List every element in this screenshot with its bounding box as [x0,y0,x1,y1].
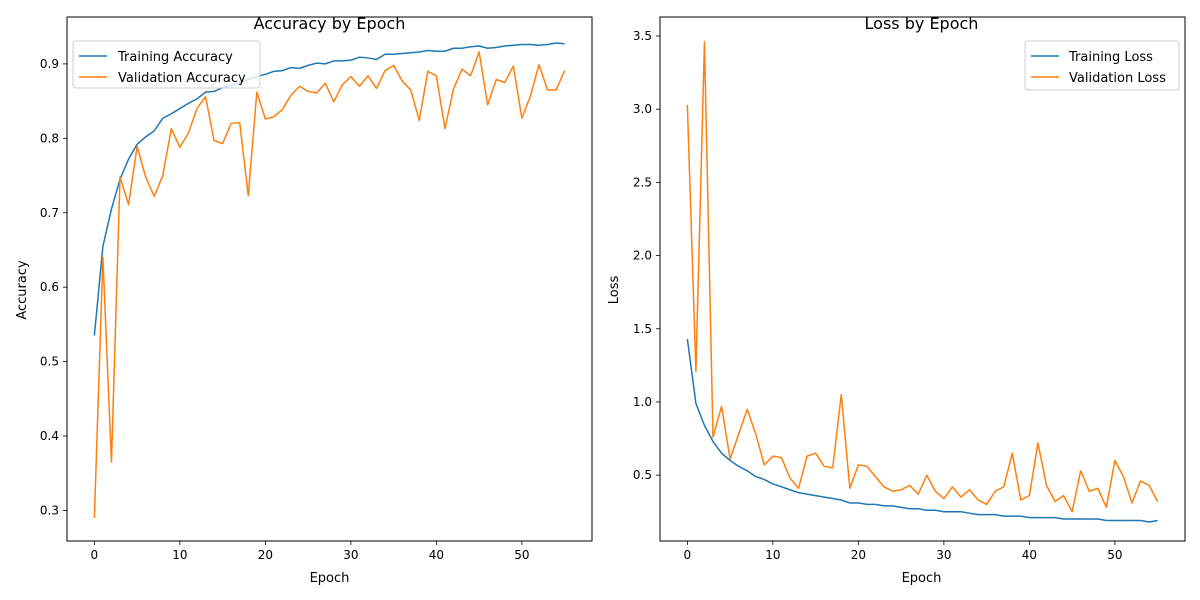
chart-title: Loss by Epoch [865,14,979,33]
x-tick-label: 0 [91,548,99,562]
x-tick-label: 10 [172,548,187,562]
y-tick-label: 0.5 [633,468,652,482]
series-line-training-accuracy [93,42,565,336]
series-line-validation-loss [686,41,1159,513]
y-tick-label: 1.5 [633,322,652,336]
y-tick-label: 1.0 [633,395,652,409]
y-axis-label: Accuracy [15,260,30,320]
y-tick-label: 2.0 [633,249,652,263]
x-axis-label: Epoch [310,571,350,586]
legend-label-training-loss: Training Loss [1068,50,1153,65]
x-tick-label: 20 [258,548,273,562]
y-tick-label: 0.5 [40,355,59,369]
legend-label-validation-accuracy: Validation Accuracy [118,71,246,86]
x-tick-label: 50 [1107,548,1122,562]
y-axis-label: Loss [607,276,622,305]
series-layer [686,41,1159,523]
y-tick-label: 0.3 [40,503,59,517]
legend: Training Loss Validation Loss [1024,40,1180,91]
x-tick-label: 30 [343,548,358,562]
legend: Training Accuracy Validation Accuracy [72,40,261,89]
plot-frame [659,16,1186,542]
series-line-validation-accuracy [93,51,566,518]
x-tick-label: 0 [684,548,692,562]
y-tick-label: 0.6 [40,280,59,294]
x-tick-label: 20 [851,548,866,562]
legend-box [72,40,261,89]
x-axis-label: Epoch [902,571,942,586]
y-tick-label: 3.0 [633,102,652,116]
y-tick-label: 2.5 [633,175,652,189]
x-tick-label: 10 [765,548,780,562]
y-tick-label: 0.4 [40,429,59,443]
x-tick-label: 40 [429,548,444,562]
chart-title: Accuracy by Epoch [254,14,406,33]
x-tick-label: 40 [1022,548,1037,562]
y-tick-label: 0.8 [40,131,59,145]
y-tick-label: 0.9 [40,57,59,71]
x-tick-label: 30 [936,548,951,562]
y-tick-label: 0.7 [40,206,59,220]
plot-frame [66,16,593,542]
series-line-training-loss [686,338,1158,523]
tick-layer: 0 10 20 30 40 50 0.5 1.0 1.5 2.0 2.5 3.0 3.5 [633,29,1123,562]
accuracy-chart: Accuracy by Epoch Epoch Accuracy 0 10 20 30… [15,14,593,586]
x-tick-label: 50 [514,548,529,562]
loss-chart: Loss by Epoch Epoch Loss 0 10 20 30 40 50 0.5 1… [607,14,1186,586]
y-tick-label: 3.5 [633,29,652,43]
legend-label-training-accuracy: Training Accuracy [117,50,233,65]
legend-label-validation-loss: Validation Loss [1069,71,1166,86]
tick-layer: 0 10 20 30 40 50 0.3 0.4 0.5 0.6 0.7 0.8 0.9 [40,57,530,562]
series-layer [93,42,566,518]
legend-box [1024,40,1180,91]
